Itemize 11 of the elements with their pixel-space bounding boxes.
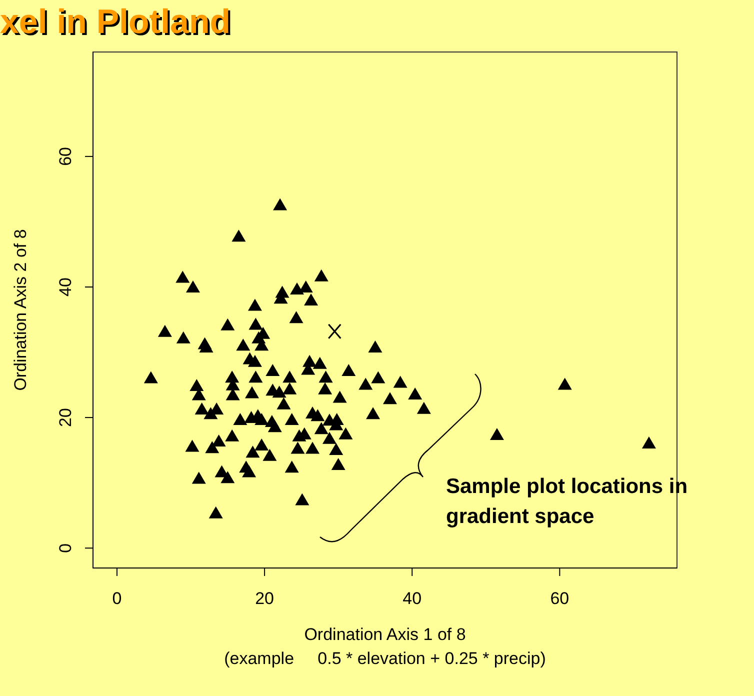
x-axis-title: Ordination Axis 1 of 8 (example 0.5 * elevation + 0.25 * precip) (224, 625, 546, 668)
x-tick-label: 0 (112, 589, 122, 608)
x-tick-label: 40 (402, 589, 422, 608)
x-tick-label: 20 (255, 589, 274, 608)
y-tick-label: 20 (56, 408, 75, 427)
y-tick-label: 40 (56, 278, 75, 296)
x-tick-label: 60 (550, 589, 570, 608)
y-tick-label: 60 (56, 146, 75, 166)
y-axis-title: Ordination Axis 2 of 8 (11, 229, 30, 391)
chart-title: xel in Plotland (0, 2, 230, 42)
y-tick-label: 0 (56, 543, 75, 553)
